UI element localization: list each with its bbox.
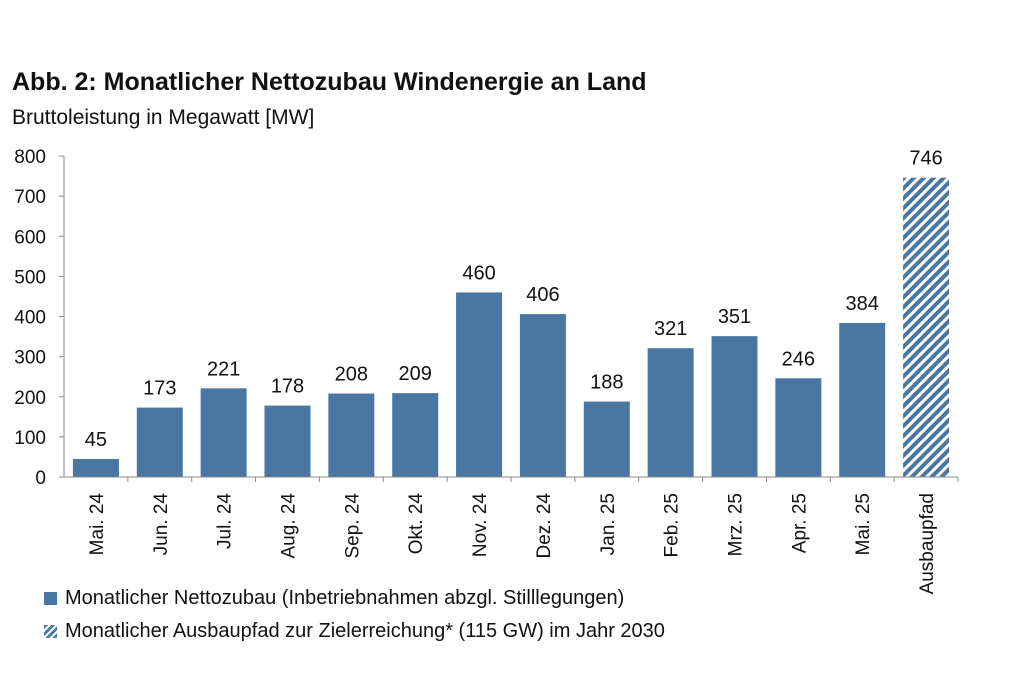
- bar: [72, 458, 119, 477]
- data-label: 321: [654, 318, 687, 340]
- y-tick-label: 300: [14, 348, 46, 369]
- legend-swatch-hatched: [44, 625, 57, 638]
- y-tick-label: 200: [14, 388, 46, 409]
- x-tick-label: Jan. 25: [598, 493, 619, 555]
- data-label: 208: [335, 364, 368, 386]
- data-label: 209: [399, 363, 432, 385]
- x-tick-label: Mai. 24: [87, 493, 108, 556]
- legend-item-actual: Monatlicher Nettozubau (Inbetriebnahmen …: [44, 587, 624, 610]
- x-tick-label: Sep. 24: [342, 493, 363, 559]
- bar: [583, 401, 630, 477]
- y-tick-label: 0: [35, 468, 46, 489]
- legend-label-actual: Monatlicher Nettozubau (Inbetriebnahmen …: [65, 587, 625, 609]
- data-label: 406: [526, 284, 559, 306]
- bar: [711, 336, 758, 477]
- x-axis: Mai. 24 Jun. 24 Jul. 24 Aug. 24 Sep. 24 Okt. …: [64, 476, 959, 594]
- x-tick-label: Apr. 25: [789, 493, 810, 553]
- data-label: 460: [462, 262, 495, 284]
- x-tick-label: Aug. 24: [279, 493, 300, 559]
- bars: 45 173 221 178 208 209 460 406 188 321 351 246 384 74…: [72, 148, 950, 478]
- y-tick-label: 800: [14, 147, 46, 168]
- data-label: 384: [846, 293, 879, 315]
- x-tick-label: Feb. 25: [662, 493, 683, 557]
- x-tick-label: Jul. 24: [215, 493, 236, 549]
- legend-item-target: Monatlicher Ausbaupfad zur Zielerreichun…: [44, 620, 665, 643]
- x-tick-label: Mrz. 25: [726, 493, 747, 556]
- data-label: 45: [85, 429, 107, 451]
- data-label: 188: [590, 372, 623, 394]
- chart-title: Abb. 2: Monatlicher Nettozubau Windenerg…: [12, 68, 647, 96]
- data-label: 221: [207, 358, 240, 380]
- bar: [839, 322, 886, 477]
- legend-swatch-solid: [44, 592, 57, 605]
- bar: [456, 292, 503, 477]
- legend-label-target: Monatlicher Ausbaupfad zur Zielerreichun…: [65, 620, 665, 642]
- data-label: 178: [271, 376, 304, 398]
- y-axis: 0 100 200 300 400 500 600 700 800: [14, 147, 65, 489]
- data-label: 173: [143, 378, 176, 400]
- y-tick-label: 100: [14, 428, 46, 449]
- y-tick-label: 500: [14, 267, 46, 288]
- chart-subtitle: Bruttoleistung in Megawatt [MW]: [12, 106, 315, 129]
- bar: [647, 348, 694, 477]
- bar: [200, 388, 247, 477]
- bar: [328, 393, 375, 477]
- x-tick-label: Nov. 24: [470, 493, 491, 558]
- bar: [264, 405, 311, 477]
- x-tick-label: Mai. 25: [853, 493, 874, 555]
- bar: [519, 314, 566, 477]
- y-tick-label: 400: [14, 308, 46, 329]
- y-tick-label: 700: [14, 187, 46, 208]
- y-tick-label: 600: [14, 227, 46, 248]
- x-tick-label: Ausbaupfad: [917, 493, 938, 594]
- bar: [136, 407, 183, 477]
- bar: [775, 378, 822, 477]
- x-tick-label: Dez. 24: [534, 493, 555, 559]
- bar: [392, 393, 439, 477]
- x-tick-label: Okt. 24: [406, 493, 427, 555]
- data-label: 351: [718, 306, 751, 328]
- x-tick-label: Jun. 24: [151, 493, 172, 556]
- data-label: 746: [909, 148, 942, 170]
- data-label: 246: [782, 348, 815, 370]
- bar-target-path: [903, 177, 950, 478]
